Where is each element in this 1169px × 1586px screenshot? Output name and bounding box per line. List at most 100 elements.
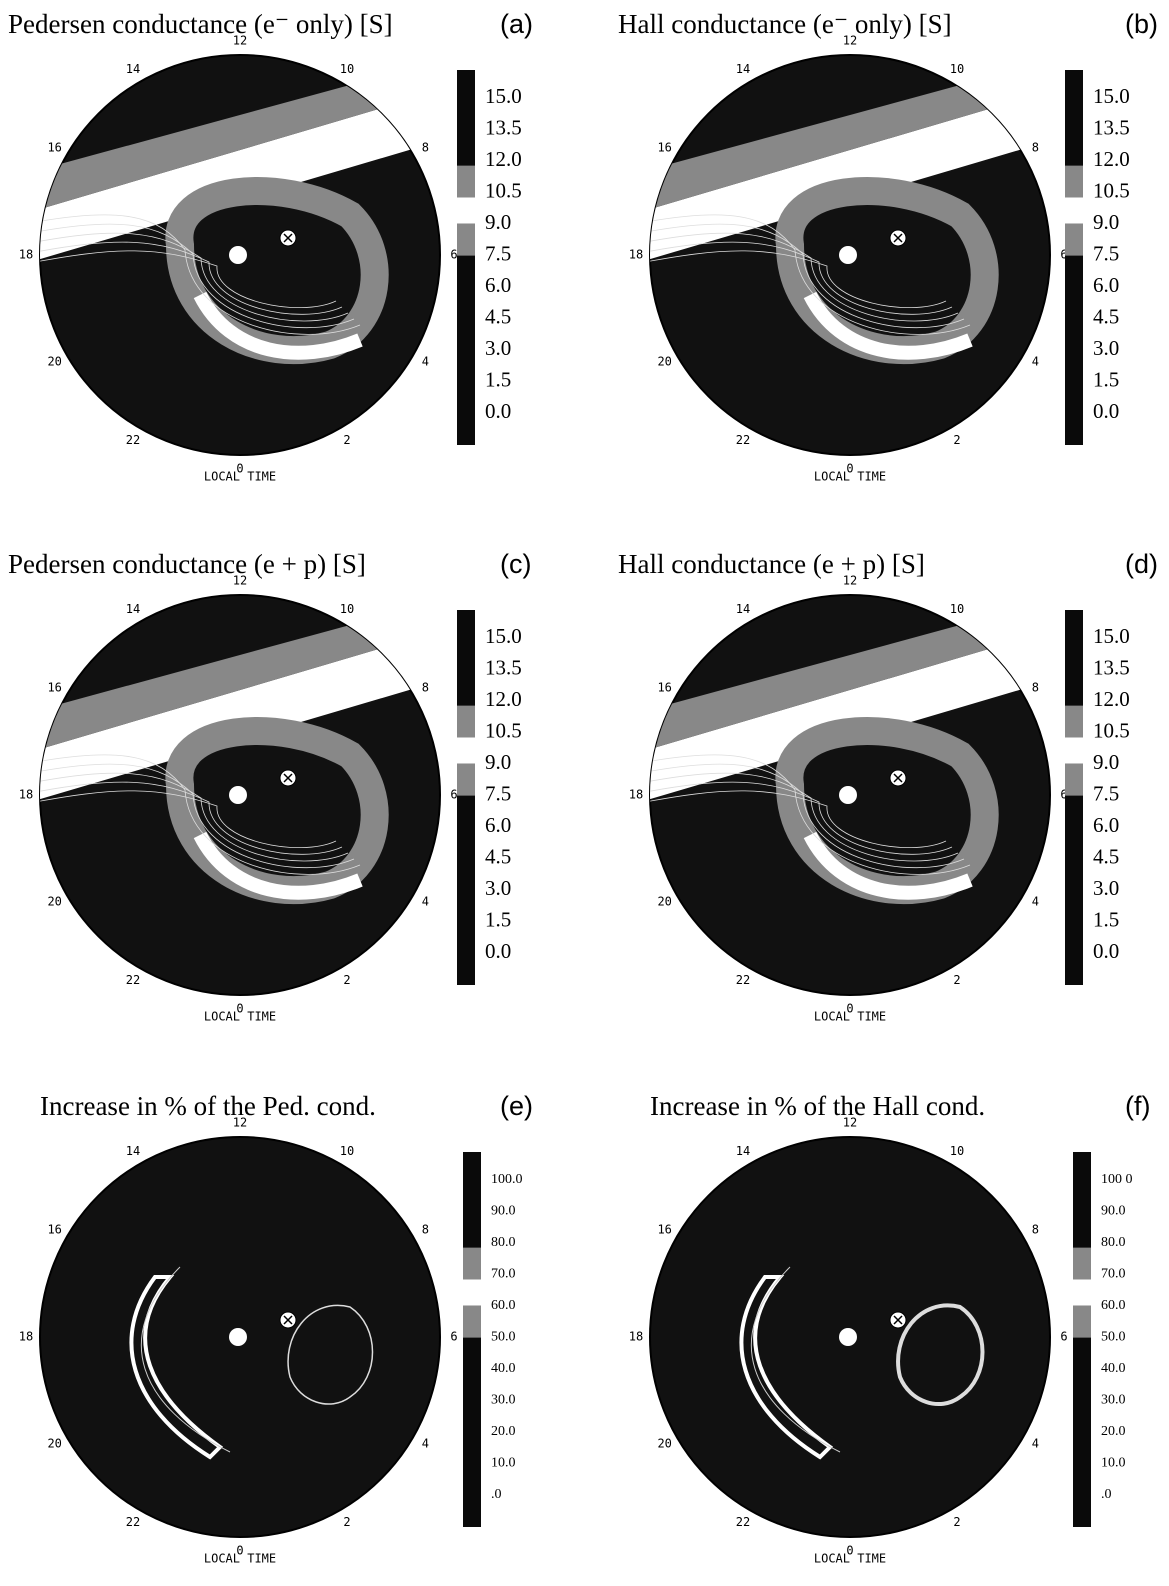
axis-label: LOCAL TIME [814,1552,886,1566]
hour-label: 22 [126,433,140,447]
colorbar-label: 15.0 [1093,624,1130,648]
colorbar-label: 15.0 [485,84,522,108]
hour-label: 8 [1032,1223,1039,1237]
hour-label: 4 [1032,1437,1039,1451]
band [40,55,440,215]
colorbar-label: 6.0 [1093,273,1119,297]
hour-label: 12 [843,1116,857,1130]
hour-label: 14 [736,62,750,76]
hour-label: 4 [1032,895,1039,909]
oval-edge [193,291,363,360]
colorbar-label: 7.5 [1093,781,1119,805]
hour-label: 8 [422,1223,429,1237]
colorbar-label: 100.0 [491,1172,523,1187]
polar-map [649,594,1051,996]
map-features [40,595,440,905]
hour-label: 6 [450,788,457,802]
colorbar-band [1065,223,1083,256]
hour-label: 6 [1060,788,1067,802]
station-cross [893,233,903,243]
station-cross [283,1315,293,1325]
panel: Pedersen conductance (e⁻ only) [S] (a) 12 1… [8,9,533,484]
colorbar-gap [457,197,475,224]
colorbar-label: 60.0 [491,1298,516,1313]
colorbar-label: 0.0 [1093,399,1119,423]
hour-label: 14 [126,1144,140,1158]
pole-dot [839,786,857,804]
hour-label: 22 [736,973,750,987]
colorbar-label: 20.0 [491,1424,516,1439]
hour-label: 4 [422,1437,429,1451]
hour-label: 12 [233,574,247,588]
hour-label: 10 [950,1144,964,1158]
crescent [739,1275,834,1460]
map-features [739,1266,985,1460]
colorbar-label: .0 [1101,1487,1112,1502]
colorbar-label: 7.5 [1093,241,1119,265]
colorbar-label: 15.0 [485,624,522,648]
hour-label: 18 [19,1330,33,1344]
colorbar-band [457,165,475,198]
hour-label: 20 [657,355,671,369]
colorbar [463,1152,481,1527]
hour-label: 6 [1060,248,1067,262]
colorbar-gap [1065,737,1083,764]
colorbar-label: 10.5 [485,178,522,202]
hour-label: 22 [736,433,750,447]
hour-label: 6 [450,248,457,262]
hour-label: 10 [340,602,354,616]
colorbar-label: 6.0 [1093,813,1119,837]
polar-map [649,54,1051,456]
band [40,595,440,755]
hour-label: 2 [343,1515,350,1529]
panel-tag: (d) [1125,549,1158,579]
panel-title: Increase in % of the Ped. cond. [40,1091,376,1121]
contour [40,781,343,855]
hour-label: 16 [657,681,671,695]
panel-title: Pedersen conductance (e + p) [S] [8,549,366,579]
colorbar-label: 30.0 [1101,1393,1126,1408]
hour-label: 20 [47,895,61,909]
panel: Pedersen conductance (e + p) [S] (c) 12 10 8… [8,549,531,1024]
contour [140,1266,231,1453]
station-cross [893,1315,903,1325]
panel: Increase in % of the Ped. cond. (e) 12 10 8 6… [19,1091,533,1566]
panel-title: Pedersen conductance (e⁻ only) [S] [8,9,393,39]
colorbar-label: 1.5 [1093,907,1119,931]
panel: Increase in % of the Hall cond. (f) 12 10 8 6… [629,1091,1151,1566]
colorbar-label: 9.0 [1093,210,1119,234]
map-features [129,1266,374,1460]
colorbar-label: 10.0 [1101,1456,1126,1471]
colorbar-label: 10.5 [485,718,522,742]
panel-tag: (f) [1125,1091,1150,1121]
hour-label: 10 [340,1144,354,1158]
map-features [650,595,1050,905]
hour-label: 10 [950,602,964,616]
hour-label: 16 [47,141,61,155]
hour-label: 6 [450,1330,457,1344]
band [40,625,440,805]
hour-label: 2 [343,433,350,447]
patch [287,1304,374,1405]
pole-dot [839,246,857,264]
colorbar-label: 4.5 [1093,844,1119,868]
contour [650,754,971,875]
axis-label: LOCAL TIME [814,470,886,484]
map-features [40,55,440,365]
hour-label: 14 [126,62,140,76]
hour-label: 22 [126,1515,140,1529]
hour-label: 18 [629,788,643,802]
hour-label: 16 [47,681,61,695]
colorbar-label: 3.0 [1093,336,1119,360]
crescent [129,1275,224,1460]
hour-label: 18 [19,248,33,262]
panel-title: Hall conductance (e⁻ only) [S] [618,9,952,39]
oval-edge [193,831,363,900]
colorbar-label: 60.0 [1101,1298,1126,1313]
contour [40,790,337,848]
hour-label: 18 [629,248,643,262]
hour-label: 18 [19,788,33,802]
colorbar-label: 50.0 [1101,1330,1126,1345]
colorbar-label: 10.0 [491,1456,516,1471]
colorbar-label: 100 0 [1101,1172,1133,1187]
